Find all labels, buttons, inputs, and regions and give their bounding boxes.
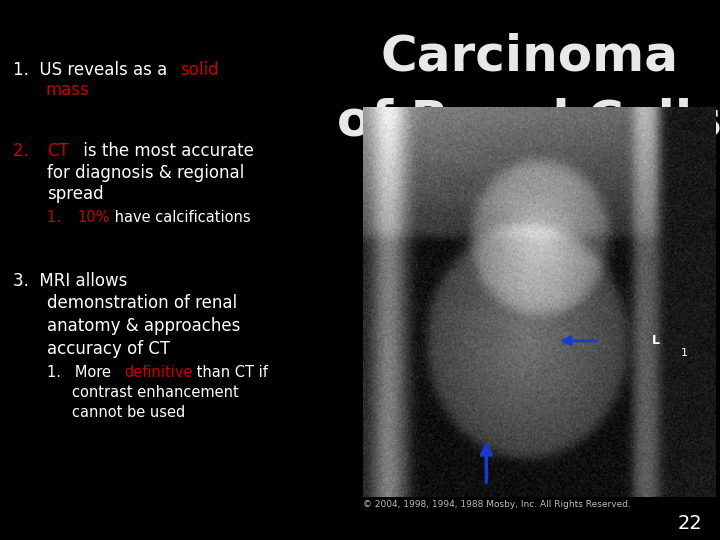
Text: spread: spread bbox=[47, 185, 104, 204]
Text: 1: 1 bbox=[680, 348, 688, 357]
Text: 1.   More: 1. More bbox=[47, 365, 115, 380]
Text: for diagnosis & regional: for diagnosis & regional bbox=[47, 164, 244, 182]
Text: Carcinoma: Carcinoma bbox=[380, 33, 678, 80]
Text: 3.  MRI allows: 3. MRI allows bbox=[13, 272, 127, 290]
Text: solid: solid bbox=[180, 61, 219, 79]
Text: © 2004, 1998, 1994, 1988 Mosby, Inc. All Rights Reserved.: © 2004, 1998, 1994, 1988 Mosby, Inc. All… bbox=[363, 500, 631, 509]
Text: 1.  US reveals as a: 1. US reveals as a bbox=[13, 61, 173, 79]
Text: 1.: 1. bbox=[47, 210, 75, 225]
Text: mass: mass bbox=[45, 81, 89, 99]
Text: demonstration of renal: demonstration of renal bbox=[47, 294, 237, 313]
Text: anatomy & approaches: anatomy & approaches bbox=[47, 317, 240, 335]
Text: of Renal Cells: of Renal Cells bbox=[337, 98, 720, 145]
Text: have calcifications: have calcifications bbox=[110, 210, 251, 225]
Text: CT: CT bbox=[47, 142, 68, 160]
Text: 10%: 10% bbox=[78, 210, 110, 225]
Text: L: L bbox=[652, 334, 660, 347]
Text: definitive: definitive bbox=[125, 365, 193, 380]
Text: accuracy of CT: accuracy of CT bbox=[47, 340, 170, 358]
Text: than CT if: than CT if bbox=[192, 365, 267, 380]
Text: is the most accurate: is the most accurate bbox=[78, 142, 253, 160]
Text: 22: 22 bbox=[678, 514, 702, 534]
Text: 2.: 2. bbox=[13, 142, 40, 160]
Text: cannot be used: cannot be used bbox=[72, 405, 185, 420]
Text: contrast enhancement: contrast enhancement bbox=[72, 385, 239, 400]
